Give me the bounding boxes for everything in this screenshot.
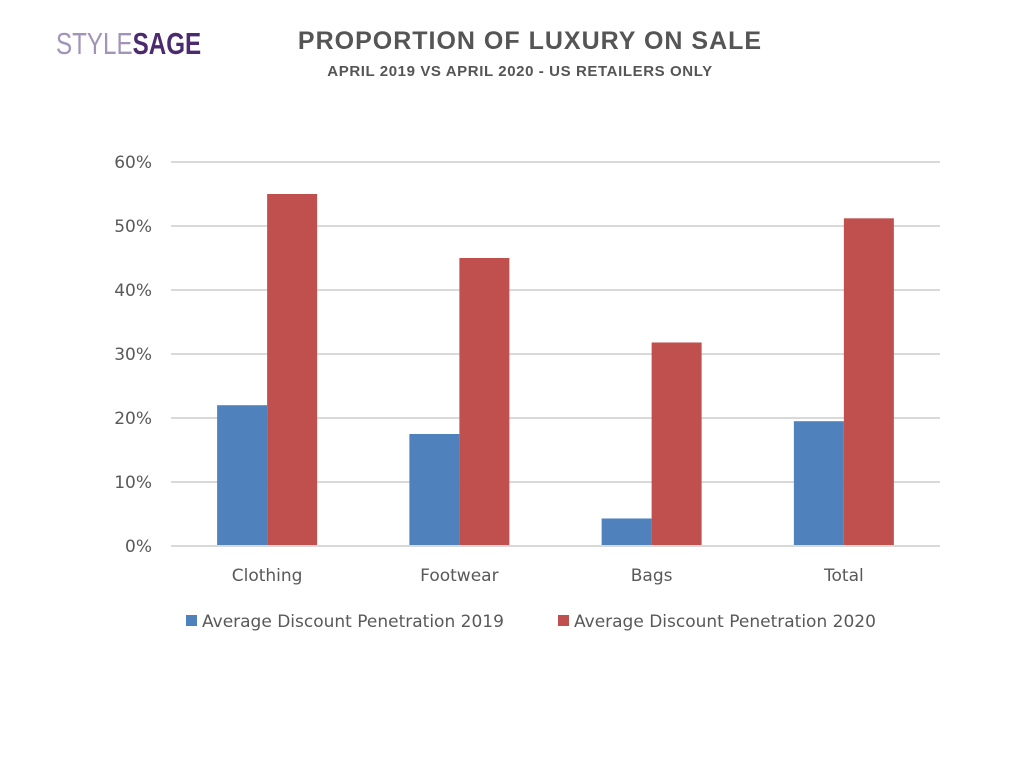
legend-swatch <box>558 615 569 626</box>
bars <box>171 194 940 547</box>
logo-text-style: STYLE <box>56 26 133 61</box>
bar-total-2020 <box>843 218 894 546</box>
y-tick-label: 10% <box>114 473 152 493</box>
chart-title: PROPORTION OF LUXURY ON SALE <box>297 27 763 55</box>
y-tick-label: 60% <box>114 153 152 173</box>
legend-item-2019: Average Discount Penetration 2019 <box>186 612 504 632</box>
logo-text-sage: SAGE <box>132 26 202 61</box>
y-tick-label: 0% <box>125 537 152 557</box>
y-tick-label: 40% <box>114 281 152 301</box>
bar-clothing-2020 <box>267 194 318 546</box>
bar-bags-2019 <box>601 518 652 546</box>
y-tick-label: 50% <box>114 217 152 237</box>
bar-bags-2020 <box>651 342 702 546</box>
x-axis-category-labels: Clothing Footwear Bags Total <box>232 566 864 586</box>
bar-clothing-2019 <box>217 405 268 546</box>
legend-label: Average Discount Penetration 2019 <box>202 612 504 632</box>
legend-item-2020: Average Discount Penetration 2020 <box>558 612 876 632</box>
x-category-label: Bags <box>631 566 673 586</box>
x-category-label: Clothing <box>232 566 303 586</box>
legend: Average Discount Penetration 2019 Average… <box>186 612 876 632</box>
y-axis-tick-labels: 0% 10% 20% 30% 40% 50% 60% <box>114 153 152 557</box>
bar-footwear-2020 <box>459 258 510 546</box>
legend-label: Average Discount Penetration 2020 <box>574 612 876 632</box>
legend-swatch <box>186 615 197 626</box>
x-category-label: Footwear <box>420 566 498 586</box>
y-tick-label: 20% <box>114 409 152 429</box>
bar-total-2019 <box>793 421 844 546</box>
chart-subtitle: APRIL 2019 VS APRIL 2020 - US RETAILERS … <box>327 63 713 80</box>
x-category-label: Total <box>823 566 864 586</box>
stylesage-logo: STYLESAGE <box>56 26 201 62</box>
bar-footwear-2019 <box>409 434 460 546</box>
y-tick-label: 30% <box>114 345 152 365</box>
